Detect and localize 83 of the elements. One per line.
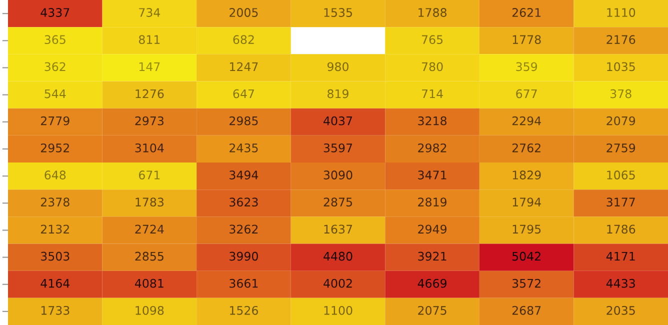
data-label: 734 [139, 8, 160, 17]
data-label: 3921 [418, 252, 446, 261]
data-label: 2982 [418, 143, 446, 152]
data-label: 3572 [512, 278, 540, 288]
data-label: 714 [422, 89, 443, 98]
data-label: 1065 [607, 170, 635, 180]
data-label: 3503 [41, 252, 70, 261]
data-label: 4081 [134, 278, 164, 288]
data-label: 1035 [607, 62, 635, 72]
data-label: 5042 [512, 252, 540, 261]
data-label: 780 [422, 62, 443, 72]
data-label: 1098 [136, 306, 164, 315]
data-label: 2378 [40, 198, 70, 207]
data-label: 1100 [324, 306, 352, 315]
data-label: 365 [44, 35, 66, 44]
data-label: 1526 [230, 306, 258, 315]
data-label: 2762 [512, 143, 540, 152]
data-label: 2759 [606, 143, 636, 152]
data-label: 544 [44, 89, 66, 98]
data-label: 2779 [40, 116, 70, 126]
data-label: 2079 [606, 116, 636, 126]
data-label: 1535 [324, 8, 352, 17]
data-label: 819 [328, 89, 348, 98]
data-label: 362 [44, 62, 66, 72]
data-label: 4037 [324, 116, 352, 126]
data-label: 647 [233, 89, 254, 98]
data-label: 2724 [135, 224, 164, 234]
data-label: 648 [44, 170, 66, 180]
data-label: 359 [516, 62, 538, 72]
data-label: 2075 [418, 306, 446, 315]
data-label: 4433 [606, 278, 635, 288]
data-label: 3262 [230, 224, 258, 234]
data-label: 2687 [512, 306, 541, 315]
data-label: 2005 [230, 8, 258, 17]
data-label: 1778 [512, 35, 541, 44]
data-label: 2985 [230, 116, 258, 126]
data-label: 2949 [418, 224, 446, 234]
data-label: 3597 [324, 143, 352, 152]
data-label: 1795 [512, 224, 541, 234]
data-label: 3990 [230, 252, 258, 261]
data-label: 3104 [135, 143, 164, 152]
data-label: 1110 [607, 8, 636, 17]
data-label: 4002 [324, 278, 352, 288]
data-label: 1788 [418, 8, 446, 17]
data-label: 1247 [230, 62, 258, 71]
data-label: 3218 [418, 116, 446, 126]
data-label: 3471 [418, 170, 446, 180]
data-label: 3177 [606, 198, 635, 207]
data-label: 4171 [606, 252, 635, 261]
data-label: 2973 [135, 116, 164, 126]
data-label: 1733 [41, 306, 70, 315]
data-label: 811 [138, 35, 160, 44]
data-label: 1783 [136, 198, 164, 207]
data-label: 2176 [606, 35, 636, 44]
data-label: 4164 [40, 278, 70, 288]
data-label: 147 [139, 62, 160, 71]
data-label: 4337 [40, 8, 70, 17]
data-label: 1794 [512, 198, 541, 207]
data-label: 980 [327, 62, 348, 72]
data-label: 2621 [512, 8, 541, 17]
data-label: 2294 [512, 116, 541, 126]
data-label: 2132 [40, 224, 69, 234]
data-label: 2435 [230, 143, 258, 152]
data-label: 378 [610, 89, 632, 98]
data-label: 4480 [324, 252, 352, 261]
data-label: 2855 [135, 252, 164, 261]
data-label: 3623 [230, 198, 258, 207]
data-label: 1829 [512, 170, 541, 180]
data-label: 1276 [136, 89, 164, 98]
data-label: 2035 [606, 306, 635, 315]
data-label: 1786 [607, 224, 636, 234]
data-label: 3661 [230, 278, 258, 288]
data-label: 3494 [230, 170, 258, 180]
data-label: 3090 [324, 170, 352, 180]
data-label: 1637 [324, 224, 352, 234]
data-label: 4669 [418, 278, 446, 288]
data-label: 677 [516, 89, 537, 98]
data-label: 765 [422, 35, 443, 44]
data-label: 2819 [418, 198, 446, 207]
data-label: 2875 [324, 198, 352, 207]
data-label: 682 [233, 35, 254, 44]
data-label: 2952 [40, 143, 69, 152]
data-label: 671 [138, 170, 160, 180]
